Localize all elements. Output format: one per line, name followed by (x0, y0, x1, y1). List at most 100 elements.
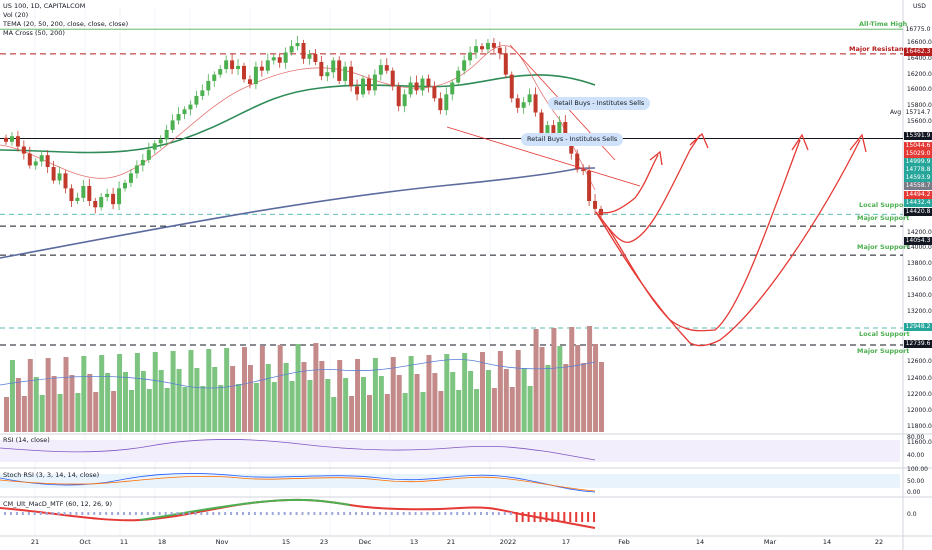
stoch-k-line (0, 473, 596, 493)
macd-hist-70 (420, 512, 423, 515)
macd-hist-85 (509, 512, 512, 515)
y-tick-label: 14200.0 (907, 228, 932, 236)
candle-body-58 (349, 66, 354, 87)
candle-body-99 (593, 201, 598, 209)
stoch-label[interactable]: Stoch RSI (3, 3, 14, 14, close) (3, 471, 100, 479)
candle-body-80 (480, 46, 484, 50)
volume-bar-13 (81, 356, 87, 432)
candle-body-72 (432, 86, 437, 99)
candle-body-51 (307, 54, 312, 59)
macd-hist-50 (301, 512, 304, 515)
volume-bar-16 (99, 355, 105, 432)
candle-body-28 (170, 120, 175, 130)
candle-body-27 (164, 129, 169, 140)
candle-body-49 (295, 43, 300, 47)
candle-body-68 (408, 82, 413, 95)
local-support-label-1: Local Support (859, 201, 910, 209)
symbol-line[interactable]: US 100, 1D, CAPITALCOM (3, 2, 86, 10)
candle-body-84 (503, 53, 508, 75)
macd-hist-78 (468, 512, 471, 515)
macd-hist-97 (581, 512, 584, 522)
candle-body-31 (188, 104, 193, 110)
macd-hist-61 (366, 512, 369, 515)
volume-bar-52 (313, 343, 319, 432)
y-tick-label: 12000.0 (907, 407, 932, 414)
volume-bar-63 (378, 376, 384, 432)
macd-hist-91 (545, 512, 548, 522)
macd-hist-20 (123, 512, 125, 515)
macd-hist-3 (21, 512, 24, 515)
x-tick-label: Nov (215, 538, 229, 546)
macd-hist-44 (265, 512, 268, 515)
rsi-label[interactable]: RSI (14, close) (3, 436, 50, 444)
volume-bar-35 (212, 367, 218, 432)
volume-bar-38 (230, 366, 236, 432)
volume-bar-4 (27, 359, 33, 432)
indicator-ma-cross[interactable]: MA Cross (50, 200) (3, 29, 65, 37)
volume-bar-71 (426, 355, 432, 432)
macd-hist-98 (587, 512, 590, 522)
price-tag: 14558.7 (904, 182, 932, 190)
x-tick-label: 22 (874, 538, 884, 546)
price-tag: 15044.6 (904, 142, 932, 150)
volume-bar-91 (545, 365, 551, 432)
volume-bar-65 (390, 357, 396, 432)
macd-hist-28 (170, 512, 173, 515)
macd-hist-47 (283, 512, 286, 515)
candle-body-9 (57, 173, 62, 181)
volume-bar-89 (533, 329, 539, 432)
macd-hist-75 (450, 512, 453, 515)
macd-hist-23 (140, 512, 143, 515)
candle-body-29 (176, 114, 181, 121)
volume-bar-12 (75, 393, 81, 432)
macd-hist-10 (63, 512, 66, 515)
volume-bar-20 (123, 372, 128, 432)
y-tick-label: 15800.0 (907, 102, 932, 110)
volume-bar-32 (194, 368, 200, 432)
candle-body-69 (414, 82, 419, 91)
candle-body-83 (497, 47, 502, 54)
macd-hist-32 (194, 512, 197, 515)
candle-body-23 (140, 159, 145, 166)
candle-body-91 (545, 125, 550, 134)
volume-bar-57 (343, 378, 349, 432)
callout-1[interactable]: Retail Buys - Institutes Sells (548, 97, 651, 110)
macd-hist-56 (337, 512, 340, 515)
candle-body-87 (521, 102, 526, 108)
y-tick-label: 13800.0 (907, 260, 932, 268)
callout-2[interactable]: Retail Buys - Institutes Sells (521, 133, 624, 146)
volume-bar-100 (599, 362, 604, 432)
y-tick-label: 12600.0 (907, 358, 932, 366)
macd-hist-19 (117, 512, 120, 515)
y-tick-label: 15600.0 (907, 118, 932, 125)
volume-bar-36 (218, 385, 224, 432)
macd-hist-52 (313, 512, 316, 515)
volume-bar-82 (491, 388, 497, 432)
candle-body-14 (87, 185, 92, 201)
indicator-vol[interactable]: Vol (20) (3, 11, 29, 19)
macd-hist-29 (176, 512, 179, 515)
x-tick-label: 21 (30, 538, 40, 546)
y-tick-label: 14000.0 (907, 244, 932, 252)
candle-body-41 (247, 79, 252, 85)
y-tick-label: 11800.0 (907, 423, 932, 431)
macd-hist-18 (111, 512, 114, 515)
candle-body-92 (551, 125, 556, 140)
candle-body-78 (468, 52, 473, 61)
volume-bar-27 (164, 388, 170, 432)
macd-hist-88 (527, 512, 530, 522)
candle-body-37 (224, 60, 229, 70)
macd-hist-62 (372, 512, 375, 515)
y-tick-label: 12200.0 (907, 390, 932, 398)
candle-body-42 (253, 66, 258, 85)
macd-hist-58 (349, 512, 352, 515)
volume-bar-17 (105, 373, 111, 432)
x-tick-label: 2022 (499, 538, 517, 546)
indicator-tema[interactable]: TEMA (20, 50, 200, close, close, close) (3, 20, 129, 28)
price-tag: 14593.9 (904, 174, 932, 182)
x-tick-label: 17 (561, 538, 571, 546)
level-lines (0, 28, 903, 346)
candle-body-7 (45, 155, 50, 168)
macd-label[interactable]: CM_Ult_MacD_MTF (60, 12, 26, 9) (3, 500, 112, 508)
